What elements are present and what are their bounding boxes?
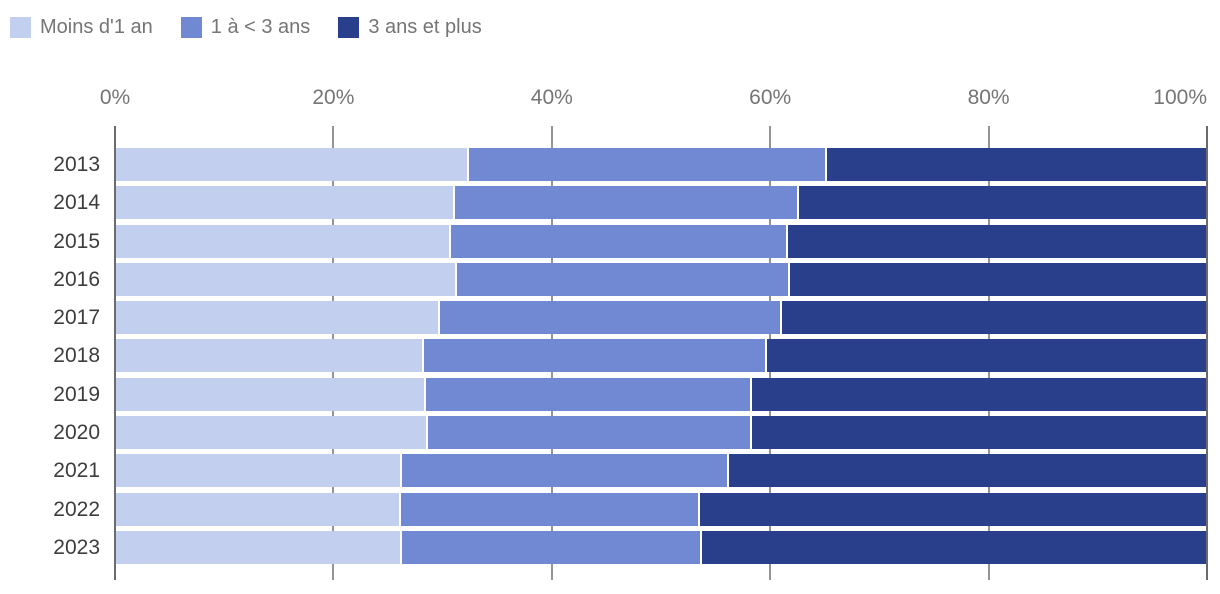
bar-segment xyxy=(401,492,701,526)
legend-item: 3 ans et plus xyxy=(338,16,482,39)
bar-segment xyxy=(456,262,790,296)
bar-segment xyxy=(789,262,1207,296)
bar-row xyxy=(115,492,1207,526)
bar-row xyxy=(115,454,1207,488)
x-axis-tick-label: 20% xyxy=(312,86,355,109)
legend-item: 1 à < 3 ans xyxy=(180,16,311,39)
bar-row xyxy=(115,301,1207,335)
x-axis-tick-label: 80% xyxy=(967,86,1010,109)
bar-segment xyxy=(826,148,1207,181)
bar-row xyxy=(115,262,1207,296)
bar-segment xyxy=(787,224,1207,258)
gridline xyxy=(1206,126,1208,580)
legend-swatch-icon xyxy=(180,17,202,38)
legend-item: Moins d'1 an xyxy=(10,16,153,39)
bar-segment xyxy=(115,224,452,258)
x-axis-tick-label: 100% xyxy=(1153,86,1207,109)
bar-segment xyxy=(426,377,752,411)
bar-segment xyxy=(402,530,703,564)
bar-segment xyxy=(115,148,469,181)
bar-segment xyxy=(115,454,403,488)
y-axis-category-label: 2020 xyxy=(53,421,100,445)
bar-segment xyxy=(428,416,752,450)
bar-segment xyxy=(751,416,1207,450)
y-axis-category-label: 2019 xyxy=(53,382,100,406)
bar-segment xyxy=(468,148,827,181)
bar-segment xyxy=(402,454,729,488)
bar-segment xyxy=(115,416,429,450)
bar-segment xyxy=(115,186,455,220)
bar-segment xyxy=(115,262,457,296)
x-axis-tick-label: 40% xyxy=(530,86,573,109)
bar-segment xyxy=(700,492,1207,526)
bar-segment xyxy=(115,492,402,526)
bar-row xyxy=(115,377,1207,411)
x-axis-tick-label: 0% xyxy=(99,86,131,109)
bar-segment xyxy=(702,530,1207,564)
bar-segment xyxy=(115,301,441,335)
y-axis-category-labels: 2013 2014 2015 2016 2017 2018 2019 2020 2021 2022… xyxy=(0,148,100,564)
bar-row xyxy=(115,148,1207,181)
bar-row xyxy=(115,186,1207,220)
bar-segment xyxy=(115,377,427,411)
legend-swatch-icon xyxy=(10,17,31,38)
y-axis-category-label: 2013 xyxy=(53,153,100,176)
bar-segment xyxy=(766,339,1207,373)
x-axis-tick-label: 60% xyxy=(749,86,792,109)
bar-segment xyxy=(728,454,1207,488)
bar-segment xyxy=(115,530,403,564)
y-axis-category-label: 2021 xyxy=(53,459,100,483)
y-axis-category-label: 2022 xyxy=(53,497,100,521)
legend-swatch-icon xyxy=(338,17,360,38)
bar-row xyxy=(115,224,1207,258)
y-axis-category-label: 2023 xyxy=(53,535,100,559)
gridline xyxy=(114,126,116,580)
bars-container xyxy=(115,148,1207,564)
bar-segment xyxy=(424,339,767,373)
y-axis-category-label: 2014 xyxy=(53,191,100,215)
bar-segment xyxy=(782,301,1207,335)
bar-segment xyxy=(451,224,788,258)
bar-row xyxy=(115,530,1207,564)
bar-segment xyxy=(440,301,783,335)
y-axis-category-label: 2018 xyxy=(53,344,100,368)
legend-label: 3 ans et plus xyxy=(368,16,482,38)
y-axis-category-label: 2016 xyxy=(53,267,100,291)
y-axis-category-label: 2017 xyxy=(53,306,100,330)
bar-segment xyxy=(798,186,1207,220)
bar-segment xyxy=(115,339,425,373)
legend-label: 1 à < 3 ans xyxy=(210,16,311,38)
y-axis-category-label: 2015 xyxy=(53,229,100,253)
bar-segment xyxy=(454,186,799,220)
bar-segment xyxy=(751,377,1207,411)
bar-row xyxy=(115,339,1207,373)
legend-label: Moins d'1 an xyxy=(40,16,153,38)
legend: Moins d'1 an 1 à < 3 ans 3 ans et plus xyxy=(10,16,482,39)
bar-row xyxy=(115,416,1207,450)
plot-area: 0% 20% 40% 60% 80% 100% xyxy=(100,86,1208,580)
